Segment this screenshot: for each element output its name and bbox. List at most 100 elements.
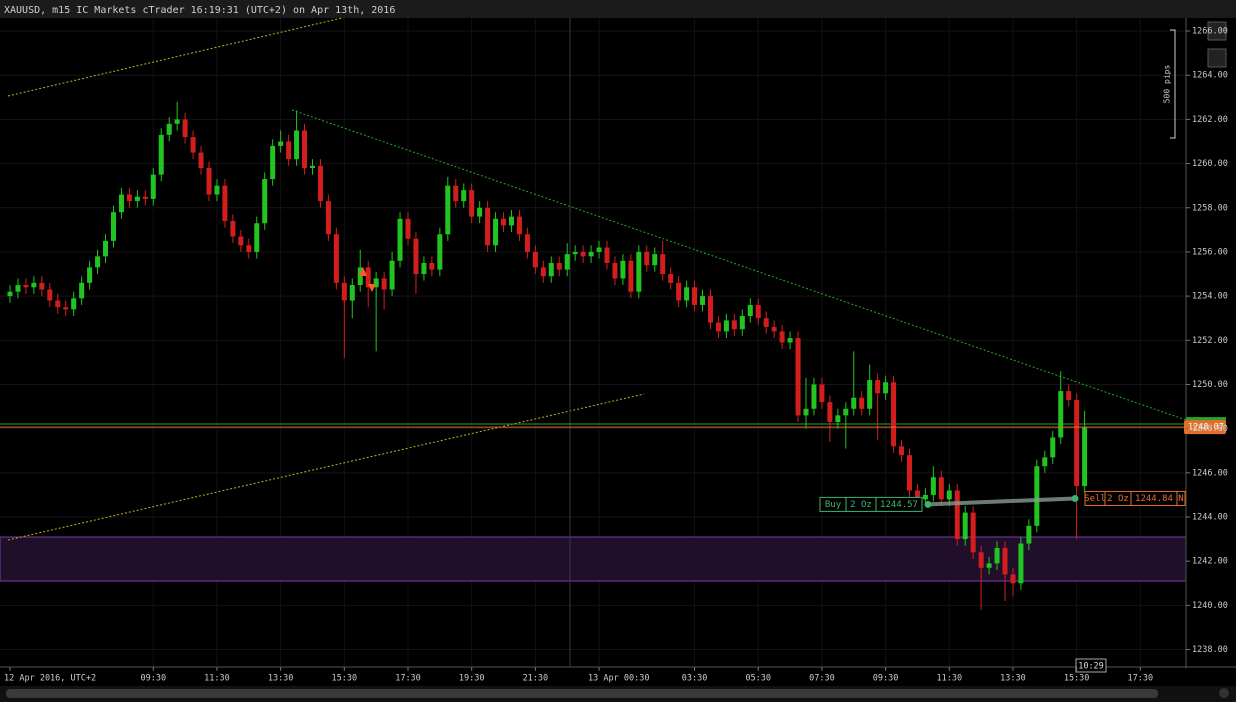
candle-body [875,380,881,394]
candle-body [652,254,658,266]
candle-body [461,190,467,202]
candle-body [286,141,292,160]
candle-body [214,185,220,195]
candle-body [938,477,944,500]
candle-body [684,287,690,301]
candle-body [835,415,841,423]
candle-body [946,490,952,500]
candle-body [103,240,109,257]
candle-body [437,234,443,270]
title-bar [0,0,1236,18]
candle-body [867,380,873,409]
candle-body [771,327,777,332]
candle-body [23,285,29,288]
candle-body [373,278,379,288]
candle-body [413,238,419,275]
y-tick-label: 1262.00 [1192,115,1228,125]
candle-body [87,267,93,283]
trend-line [7,393,645,541]
y-tick-label: 1240.00 [1192,601,1228,611]
candle-body [588,251,594,257]
y-tick-label: 1252.00 [1192,336,1228,346]
scroll-button[interactable] [1219,688,1229,698]
y-tick-label: 1260.00 [1192,159,1228,169]
candle-body [493,218,499,246]
x-tick-label: 03:30 [682,674,708,684]
candle-body [230,221,236,237]
candle-body [962,512,968,540]
candle-body [978,552,984,568]
candle-body [1066,391,1072,400]
y-tick-label: 1254.00 [1192,292,1228,302]
position-text: Sell [1084,494,1106,504]
candle-body [700,296,706,305]
candle-body [294,130,300,160]
screenshot-button[interactable] [1207,48,1227,68]
candle-body [891,382,897,447]
candle-body [7,291,13,297]
candle-body [198,152,204,168]
x-tick-label: 11:30 [204,674,230,684]
position-end [1071,494,1079,502]
candle-body [540,267,546,277]
x-tick-label: 07:30 [809,674,835,684]
candle-body [325,201,331,235]
candle-body [715,322,721,332]
scrollbar-thumb[interactable] [6,689,1158,698]
candle-body [723,320,729,332]
candle-body [63,307,69,310]
candle-body [914,490,920,500]
candle-body [142,196,148,199]
x-tick-label: 13:30 [1000,674,1026,684]
position-link [927,496,1076,507]
candle-body [254,223,260,252]
zone-rectangle [0,536,1187,582]
x-tick-label: 17:30 [1128,674,1154,684]
popout-button[interactable] [1207,21,1227,41]
x-tick-label: 05:30 [745,674,771,684]
candle-body [548,262,554,277]
y-tick-label: 1264.00 [1192,71,1228,81]
candle-body [71,298,77,310]
position-cell [875,496,923,512]
candle-body [1034,466,1040,526]
candle-body [341,282,347,301]
candle-body [477,207,483,217]
candle-body [731,320,737,330]
candle-body [994,547,1000,564]
position-text: Buy [825,500,842,510]
candle-body [883,382,889,394]
candle-body [389,260,395,290]
candle-body [986,563,992,568]
candle-body [787,338,793,343]
candle-body [676,282,682,301]
candle-body [1002,547,1008,575]
candle-body [55,300,61,308]
candle-body [604,247,610,263]
candle-body [206,167,212,195]
x-tick-label: 09:30 [140,674,166,684]
candle-body [827,402,833,423]
candle-body [246,245,252,252]
candle-body [182,119,188,138]
candle-body [692,287,698,305]
candle-body [930,477,936,495]
candle-body [1058,391,1064,438]
trend-line [7,17,343,97]
candle-body [429,262,435,270]
x-tick-label: 12 Apr 2016, UTC+2 [4,674,96,684]
candle-body [795,338,801,416]
x-tick-label: 19:30 [459,674,485,684]
price-axis [1186,18,1236,668]
candle-body [572,251,578,255]
position-cell [1176,490,1186,506]
candle-body [238,236,244,246]
x-tick-label: 15:30 [1064,674,1090,684]
x-tick-label: 09:30 [873,674,899,684]
candle-body [851,397,857,409]
candle-body [190,137,196,153]
candle-body [906,455,912,491]
x-tick-label: 15:30 [332,674,358,684]
candle-body [644,251,650,266]
y-tick-label: 1258.00 [1192,203,1228,213]
